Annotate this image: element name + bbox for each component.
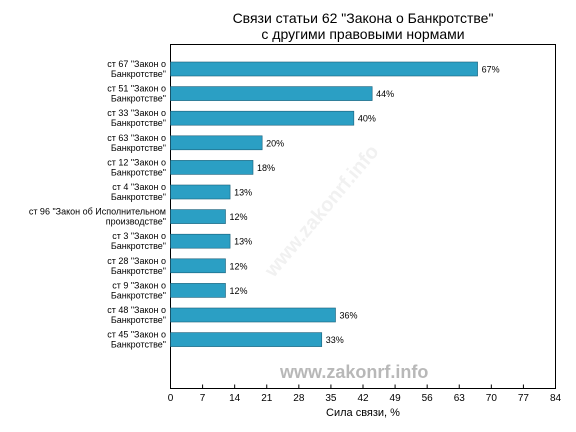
category-label: ст 48 "Закон о Банкротстве" <box>107 305 166 325</box>
category-label: ст 67 "Закон о Банкротстве" <box>107 59 166 79</box>
bar <box>170 135 263 151</box>
bar <box>170 184 231 200</box>
category-label: ст 3 "Закон о Банкротстве" <box>111 231 166 251</box>
watermark: www.zakonrf.info <box>280 362 429 382</box>
bar-value-label: 36% <box>340 311 358 321</box>
bar-value-label: 12% <box>230 261 248 271</box>
category-labels-group: ст 67 "Закон о Банкротстве" ст 51 "Закон о… <box>29 59 166 350</box>
x-tick-label: 28 <box>293 393 305 404</box>
category-label: ст 4 "Закон о Банкротстве" <box>111 182 166 202</box>
x-tick-label: 0 <box>168 393 174 404</box>
x-tick-label: 21 <box>261 393 273 404</box>
bar <box>170 283 226 298</box>
category-label: ст 28 "Закон о Банкротстве" <box>107 256 166 276</box>
x-tick-label: 63 <box>454 393 466 404</box>
bar <box>170 61 478 77</box>
category-label: ст 51 "Закон о Банкротстве" <box>107 84 166 104</box>
category-label: ст 9 "Закон о Банкротстве" <box>111 280 166 300</box>
bar-value-label: 40% <box>358 114 376 124</box>
bars-group: 67% 44% 40% 20% 18% 13% 12% 13% 12% 12% 36% 33% <box>170 61 500 347</box>
bar <box>170 110 355 126</box>
x-tick-label: 77 <box>518 393 530 404</box>
bar-value-label: 44% <box>376 89 394 99</box>
chart-title-line1: Связи статьи 62 "Закона о Банкротстве" <box>232 10 494 26</box>
x-tick-label: 49 <box>390 393 402 404</box>
bar <box>170 209 226 224</box>
x-axis-label: Сила связи, % <box>326 407 400 419</box>
bar-value-label: 33% <box>326 335 344 345</box>
bar-value-label: 20% <box>266 138 284 148</box>
x-tick-label: 14 <box>229 393 241 404</box>
category-label: ст 12 "Закон о Банкротстве" <box>107 157 166 177</box>
bar-value-label: 13% <box>234 237 252 247</box>
x-tick-label: 84 <box>550 393 562 404</box>
bar-value-label: 12% <box>230 212 248 222</box>
bar <box>170 258 226 274</box>
x-tick-label: 35 <box>325 393 337 404</box>
x-tick-label: 56 <box>422 393 434 404</box>
category-label: ст 33 "Закон о Банкротстве" <box>107 108 166 128</box>
bar <box>170 332 323 347</box>
bar-value-label: 12% <box>230 286 248 296</box>
bar-value-label: 67% <box>482 65 500 75</box>
x-tick-label: 70 <box>486 393 498 404</box>
bar <box>170 86 373 101</box>
x-ticks-group: 0 7 14 21 28 35 42 49 56 63 70 77 84 <box>168 384 562 404</box>
category-label: ст 45 "Закон о Банкротстве" <box>107 330 166 350</box>
bar <box>170 160 254 175</box>
bar-value-label: 13% <box>234 188 252 198</box>
x-tick-label: 42 <box>357 393 369 404</box>
x-tick-label: 7 <box>200 393 206 404</box>
chart-title-line2: с другими правовыми нормами <box>261 26 465 42</box>
bar-value-label: 18% <box>257 163 275 173</box>
bar <box>170 233 231 249</box>
category-label: ст 63 "Закон о Банкротстве" <box>107 133 166 153</box>
bar <box>170 307 336 323</box>
category-label: ст 96 "Закон об Исполнительном производст… <box>29 207 166 227</box>
